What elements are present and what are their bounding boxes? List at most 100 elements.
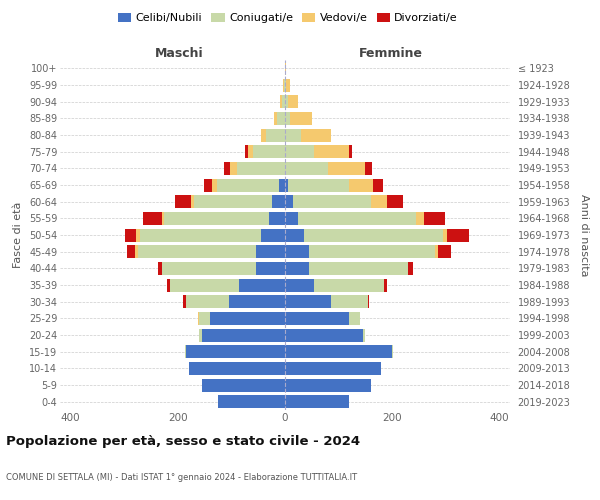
- Bar: [186, 295, 229, 308]
- Bar: [164, 212, 269, 225]
- Bar: [362, 328, 365, 342]
- Bar: [285, 112, 290, 125]
- Bar: [269, 212, 285, 225]
- Bar: [202, 328, 285, 342]
- Bar: [371, 195, 387, 208]
- Bar: [256, 262, 285, 275]
- Text: Maschi: Maschi: [155, 46, 203, 60]
- Bar: [285, 378, 371, 392]
- Bar: [285, 245, 309, 258]
- Bar: [253, 145, 285, 158]
- Legend: Celibi/Nubili, Coniugati/e, Vedovi/e, Divorziati/e: Celibi/Nubili, Coniugati/e, Vedovi/e, Di…: [113, 8, 463, 28]
- Bar: [194, 195, 272, 208]
- Bar: [285, 128, 301, 141]
- Bar: [287, 178, 349, 192]
- Bar: [224, 162, 230, 175]
- Y-axis label: Fasce di età: Fasce di età: [13, 202, 23, 268]
- Bar: [135, 245, 137, 258]
- Bar: [278, 178, 285, 192]
- Bar: [301, 128, 331, 141]
- Bar: [210, 312, 285, 325]
- Bar: [143, 212, 162, 225]
- Bar: [285, 362, 382, 375]
- Bar: [285, 295, 331, 308]
- Bar: [185, 345, 186, 358]
- Bar: [237, 162, 285, 175]
- Text: Femmine: Femmine: [359, 46, 423, 60]
- Bar: [191, 195, 194, 208]
- Bar: [392, 345, 393, 358]
- Bar: [424, 212, 445, 225]
- Bar: [175, 195, 191, 208]
- Bar: [416, 212, 424, 225]
- Bar: [287, 95, 298, 108]
- Bar: [285, 278, 314, 291]
- Bar: [266, 128, 285, 141]
- Bar: [202, 378, 285, 392]
- Bar: [285, 178, 287, 192]
- Bar: [239, 278, 285, 291]
- Bar: [162, 262, 256, 275]
- Bar: [283, 95, 285, 108]
- Bar: [314, 278, 384, 291]
- Bar: [331, 295, 368, 308]
- Bar: [199, 328, 202, 342]
- Bar: [157, 262, 162, 275]
- Bar: [285, 162, 328, 175]
- Bar: [188, 362, 285, 375]
- Text: COMUNE DI SETTALA (MI) - Dati ISTAT 1° gennaio 2024 - Elaborazione TUTTITALIA.IT: COMUNE DI SETTALA (MI) - Dati ISTAT 1° g…: [6, 473, 357, 482]
- Bar: [304, 228, 443, 241]
- Bar: [284, 78, 285, 92]
- Bar: [261, 128, 266, 141]
- Bar: [217, 178, 278, 192]
- Bar: [170, 278, 239, 291]
- Bar: [199, 312, 210, 325]
- Bar: [261, 228, 285, 241]
- Bar: [212, 178, 217, 192]
- Bar: [285, 312, 349, 325]
- Bar: [408, 262, 413, 275]
- Bar: [368, 295, 369, 308]
- Bar: [245, 145, 248, 158]
- Bar: [280, 95, 283, 108]
- Bar: [285, 62, 286, 75]
- Bar: [272, 195, 285, 208]
- Bar: [283, 78, 284, 92]
- Bar: [384, 278, 387, 291]
- Bar: [167, 278, 170, 291]
- Bar: [162, 212, 164, 225]
- Bar: [298, 212, 416, 225]
- Bar: [230, 162, 237, 175]
- Bar: [286, 78, 290, 92]
- Bar: [127, 245, 135, 258]
- Bar: [137, 245, 256, 258]
- Bar: [285, 228, 304, 241]
- Bar: [349, 312, 360, 325]
- Bar: [186, 345, 285, 358]
- Bar: [198, 312, 199, 325]
- Bar: [349, 178, 373, 192]
- Bar: [285, 395, 349, 408]
- Bar: [448, 228, 469, 241]
- Bar: [285, 328, 362, 342]
- Bar: [443, 228, 448, 241]
- Bar: [293, 195, 371, 208]
- Bar: [365, 162, 372, 175]
- Bar: [183, 295, 186, 308]
- Bar: [125, 228, 136, 241]
- Bar: [285, 212, 298, 225]
- Bar: [285, 145, 314, 158]
- Bar: [248, 145, 253, 158]
- Bar: [290, 112, 312, 125]
- Bar: [387, 195, 403, 208]
- Text: Popolazione per età, sesso e stato civile - 2024: Popolazione per età, sesso e stato civil…: [6, 435, 360, 448]
- Bar: [437, 245, 451, 258]
- Bar: [277, 112, 285, 125]
- Bar: [229, 295, 285, 308]
- Bar: [309, 245, 435, 258]
- Bar: [136, 228, 140, 241]
- Bar: [328, 162, 365, 175]
- Bar: [314, 145, 349, 158]
- Bar: [203, 178, 212, 192]
- Bar: [256, 245, 285, 258]
